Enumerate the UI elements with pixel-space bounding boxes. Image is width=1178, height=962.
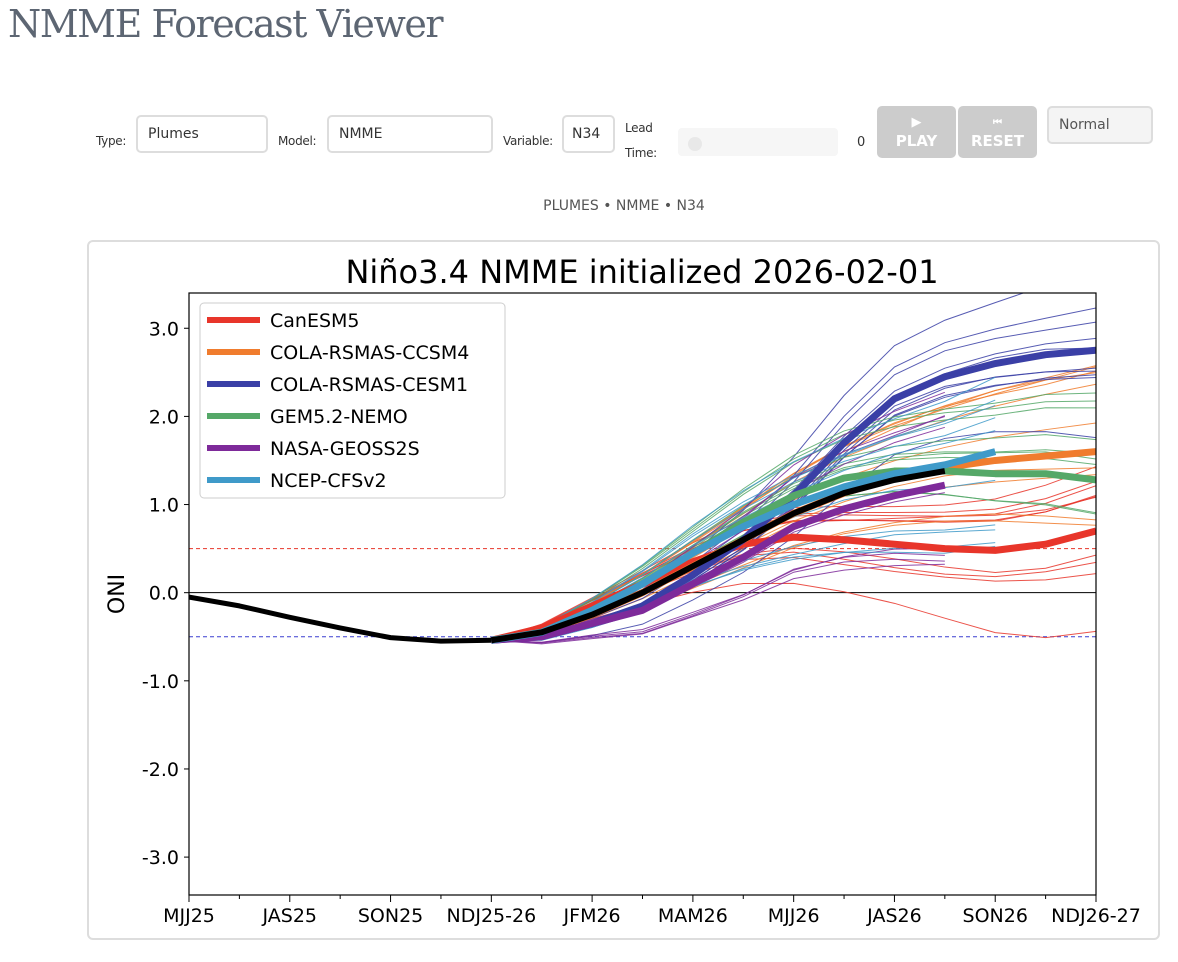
x-tick-label: SON26: [963, 905, 1028, 927]
y-tick-label: -3.0: [142, 847, 179, 869]
lead-time-label-2: Time:: [625, 146, 657, 160]
type-select[interactable]: Plumes: [136, 115, 268, 153]
ensemble-member-line: [491, 293, 1025, 641]
play-button[interactable]: ▶ PLAY: [877, 106, 956, 158]
ensemble-member-line: [491, 337, 1096, 641]
legend-label: GEM5.2-NEMO: [270, 406, 408, 428]
legend-label: COLA-RSMAS-CCSM4: [270, 342, 469, 364]
x-tick-label: SON25: [358, 905, 423, 927]
chart-title: Niño3.4 NMME initialized 2026-02-01: [345, 253, 938, 291]
model-mean-line: [491, 481, 946, 644]
play-icon: ▶: [911, 115, 922, 130]
nmme-mean-line: [490, 468, 946, 644]
type-label: Type:: [96, 134, 127, 148]
skip-back-icon: ⏮: [993, 117, 1002, 128]
legend-label: NCEP-CFSv2: [270, 470, 387, 492]
x-tick-label: NDJ25-26: [447, 905, 537, 927]
ensemble-member-line: [491, 407, 1096, 641]
speed-select[interactable]: Normal: [1047, 106, 1153, 144]
ensemble-member-line: [491, 563, 945, 645]
variable-select[interactable]: N34: [562, 115, 615, 153]
x-tick-label: JFM26: [563, 905, 621, 927]
legend-label: CanESM5: [270, 310, 360, 332]
x-tick-label: MJJ25: [163, 905, 215, 927]
y-tick-label: 0.0: [149, 583, 179, 605]
play-label: PLAY: [895, 132, 938, 150]
model-select[interactable]: NMME: [327, 115, 493, 153]
legend-box: [199, 302, 506, 499]
y-tick-label: -1.0: [142, 671, 179, 693]
y-axis-label: ONI: [105, 574, 130, 614]
slider-knob[interactable]: [688, 137, 702, 151]
x-tick-label: MAM26: [658, 905, 728, 927]
ensemble-member-line: [491, 376, 996, 641]
y-tick-label: 2.0: [149, 406, 179, 428]
y-tick-label: 3.0: [149, 318, 179, 340]
y-tick-label: 1.0: [149, 495, 179, 517]
observed-line: [189, 594, 492, 644]
ensemble-member-line: [491, 547, 945, 643]
y-tick-label: -2.0: [142, 759, 179, 781]
variable-label: Variable:: [503, 134, 553, 148]
model-mean-line: [490, 527, 1096, 644]
ensemble-member-line: [491, 558, 945, 644]
ensemble-member-line: [491, 496, 1096, 641]
x-tick-label: JAS25: [262, 905, 318, 927]
chart-subtitle: PLUMES • NMME • N34: [543, 198, 705, 214]
x-tick-label: JAS26: [866, 905, 922, 927]
reset-label: RESET: [970, 132, 1025, 150]
model-label: Model:: [278, 134, 317, 148]
page-title: NMME Forecast Viewer: [8, 2, 444, 46]
reset-button[interactable]: ⏮ RESET: [958, 106, 1037, 158]
x-tick-label: MJJ26: [768, 905, 820, 927]
lead-time-value: 0: [857, 135, 865, 150]
plot-lines: [189, 293, 1096, 645]
lead-time-slider[interactable]: [678, 128, 838, 156]
x-tick-label: NDJ26-27: [1051, 905, 1141, 927]
legend-label: COLA-RSMAS-CESM1: [270, 374, 468, 396]
ensemble-member-line: [491, 552, 945, 643]
chart-card: [87, 240, 1160, 940]
ensemble-member-line: [491, 545, 996, 641]
ensemble-member-line: [491, 400, 1096, 641]
lead-time-label: Lead: [625, 121, 653, 135]
legend-label: NASA-GEOSS2S: [270, 438, 420, 460]
ensemble-member-line: [491, 377, 1096, 641]
